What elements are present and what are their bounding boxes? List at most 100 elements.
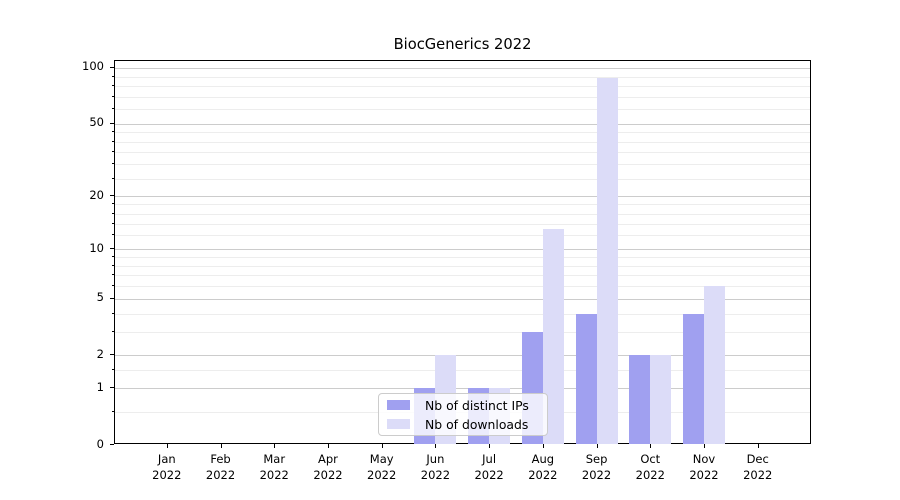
major-gridline xyxy=(115,355,810,357)
legend-label-downloads: Nb of downloads xyxy=(425,416,529,432)
x-tick-label-month: Jan xyxy=(157,452,176,466)
y-tick-label: 50 xyxy=(89,115,104,130)
minor-gridline xyxy=(115,265,810,267)
x-tick xyxy=(381,444,383,448)
bar-downloads-aug xyxy=(542,229,564,444)
legend-item-downloads: Nb of downloads xyxy=(379,416,547,432)
minor-gridline xyxy=(115,141,810,143)
minor-gridline xyxy=(115,164,810,166)
x-tick-label-month: Nov xyxy=(692,452,716,466)
y-minor-tick xyxy=(111,312,114,314)
minor-gridline xyxy=(115,213,810,215)
x-tick-label-month: Mar xyxy=(263,452,286,466)
x-tick xyxy=(650,444,652,448)
plot-area xyxy=(114,60,811,444)
x-tick-label-month: Feb xyxy=(210,452,231,466)
y-tick-label: 20 xyxy=(89,187,104,202)
x-tick xyxy=(220,444,222,448)
legend: Nb of distinct IPs Nb of downloads xyxy=(378,393,548,436)
minor-gridline xyxy=(115,132,810,134)
y-minor-tick xyxy=(111,203,114,205)
x-tick-label: Sep 2022 xyxy=(567,451,627,483)
y-minor-tick xyxy=(111,85,114,87)
x-tick-label: Mar 2022 xyxy=(244,451,304,483)
y-minor-tick xyxy=(111,285,114,287)
x-tick-label: Jul 2022 xyxy=(459,451,519,483)
y-tick xyxy=(110,248,114,250)
x-tick-label-year: 2022 xyxy=(420,468,451,482)
y-tick-label: 0 xyxy=(96,436,104,451)
x-tick-label: Aug 2022 xyxy=(513,451,573,483)
y-tick-label: 2 xyxy=(96,346,104,361)
y-tick xyxy=(110,354,114,356)
x-tick xyxy=(274,444,276,448)
y-minor-tick xyxy=(111,264,114,266)
x-tick-label-year: 2022 xyxy=(474,468,504,482)
y-tick-label: 100 xyxy=(82,59,104,74)
legend-swatch-distinct-ips xyxy=(387,400,410,410)
major-gridline xyxy=(115,249,810,251)
bar-downloads-oct xyxy=(650,355,672,444)
y-minor-tick xyxy=(111,163,114,165)
major-gridline xyxy=(115,196,810,198)
y-tick xyxy=(110,387,114,389)
minor-gridline xyxy=(115,86,810,88)
bar-distinct-ips-oct xyxy=(629,355,651,444)
x-tick-label: Jan 2022 xyxy=(137,451,197,483)
minor-gridline xyxy=(115,109,810,111)
x-tick-label-year: 2022 xyxy=(152,468,182,482)
x-tick-label-month: Jul xyxy=(482,452,497,466)
y-minor-tick xyxy=(111,131,114,133)
minor-gridline xyxy=(115,96,810,98)
chart-title: BiocGenerics 2022 xyxy=(393,36,532,53)
x-tick xyxy=(542,444,544,448)
major-gridline xyxy=(115,123,810,125)
bar-distinct-ips-nov xyxy=(683,313,704,444)
x-tick-label-year: 2022 xyxy=(743,468,773,482)
minor-gridline xyxy=(115,370,810,372)
y-minor-tick xyxy=(111,75,114,77)
minor-gridline xyxy=(115,223,810,225)
minor-gridline xyxy=(115,76,810,78)
x-tick-label-month: Aug xyxy=(531,452,555,466)
minor-gridline xyxy=(115,256,810,258)
x-tick-label-year: 2022 xyxy=(528,468,558,482)
minor-gridline xyxy=(115,313,810,315)
bar-downloads-nov xyxy=(704,286,725,444)
y-minor-tick xyxy=(111,212,114,214)
legend-swatch-downloads xyxy=(387,419,410,429)
x-tick-label: Feb 2022 xyxy=(191,451,251,483)
y-tick-label: 10 xyxy=(89,240,104,255)
minor-gridline xyxy=(115,275,810,277)
bar-downloads-sep xyxy=(596,78,618,444)
minor-gridline xyxy=(115,204,810,206)
x-tick xyxy=(596,444,598,448)
minor-gridline xyxy=(115,178,810,180)
x-tick-label-month: Oct xyxy=(640,452,661,466)
legend-label-distinct-ips: Nb of distinct IPs xyxy=(425,397,529,413)
x-tick-label-year: 2022 xyxy=(367,468,397,482)
x-tick xyxy=(327,444,329,448)
y-minor-tick xyxy=(111,410,114,412)
x-tick-label-month: Jun xyxy=(426,452,445,466)
major-gridline xyxy=(115,388,810,390)
y-minor-tick xyxy=(111,151,114,153)
x-tick-label-year: 2022 xyxy=(581,468,612,482)
legend-item-distinct-ips: Nb of distinct IPs xyxy=(379,397,547,413)
minor-gridline xyxy=(115,286,810,288)
x-tick-label: May 2022 xyxy=(352,451,412,483)
y-tick xyxy=(110,195,114,197)
x-tick-label: Apr 2022 xyxy=(298,451,358,483)
y-tick xyxy=(110,122,114,124)
major-gridline xyxy=(115,67,810,69)
y-tick xyxy=(110,297,114,299)
y-minor-tick xyxy=(111,177,114,179)
minor-gridline xyxy=(115,235,810,237)
x-tick-label: Oct 2022 xyxy=(620,451,680,483)
x-tick xyxy=(435,444,437,448)
x-tick-label-year: 2022 xyxy=(259,468,289,482)
y-minor-tick xyxy=(111,330,114,332)
y-minor-tick xyxy=(111,369,114,371)
x-tick-label: Nov 2022 xyxy=(674,451,734,483)
y-minor-tick xyxy=(111,108,114,110)
